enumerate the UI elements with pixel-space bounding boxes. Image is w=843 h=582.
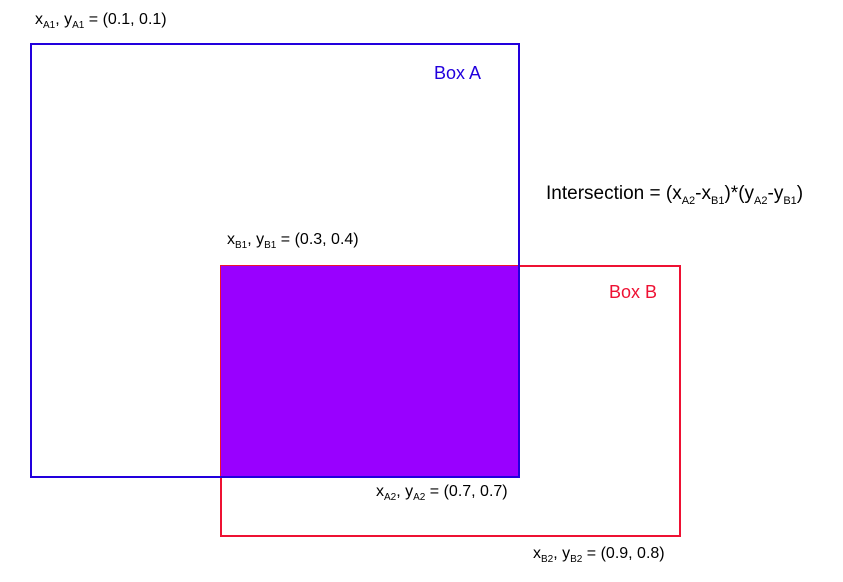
corner-label-a2: xA2, yA2 = (0.7, 0.7) [376,483,508,503]
box-b-title: Box B [609,282,658,302]
corner-label-a1: xA1, yA1 = (0.1, 0.1) [35,11,167,31]
intersection-formula: Intersection = (xA2-xB1)*(yA2-yB1) [546,183,804,207]
box-a-right-edge [518,265,520,478]
intersection-region [221,266,519,477]
box-a-bottom-edge [220,476,520,478]
box-a-title: Box A [434,63,482,83]
corner-label-b1: xB1, yB1 = (0.3, 0.4) [227,231,359,251]
corner-label-b2: xB2, yB2 = (0.9, 0.8) [533,545,665,565]
